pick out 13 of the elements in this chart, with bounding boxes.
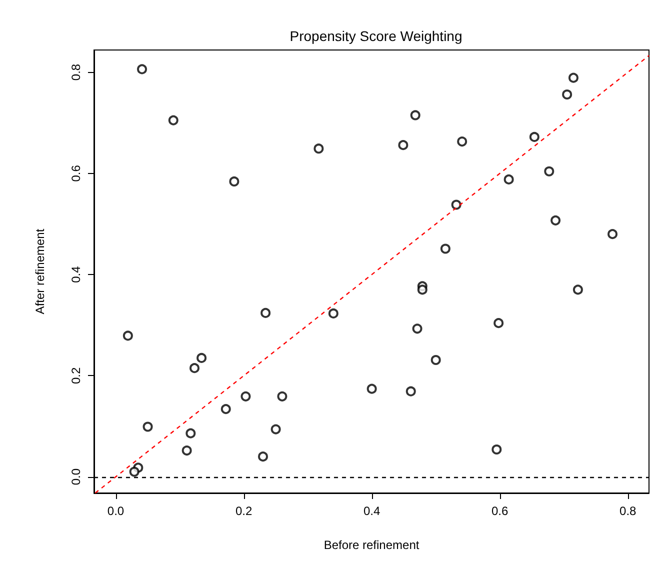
x-axis-title: Before refinement [324,538,420,552]
x-tick-label: 0.8 [620,504,637,518]
x-tick-label: 0.6 [492,504,509,518]
y-tick-label: 0.2 [69,367,83,384]
y-tick-label: 0.0 [69,468,83,486]
chart-title: Propensity Score Weighting [290,28,462,44]
x-tick-label: 0.4 [363,504,380,518]
y-tick-label: 0.8 [69,64,83,81]
y-axis-title: After refinement [33,228,47,314]
y-tick-label: 0.4 [69,266,83,283]
x-tick-label: 0.2 [235,504,252,518]
x-tick-label: 0.0 [107,504,124,518]
y-tick-label: 0.6 [69,164,83,182]
